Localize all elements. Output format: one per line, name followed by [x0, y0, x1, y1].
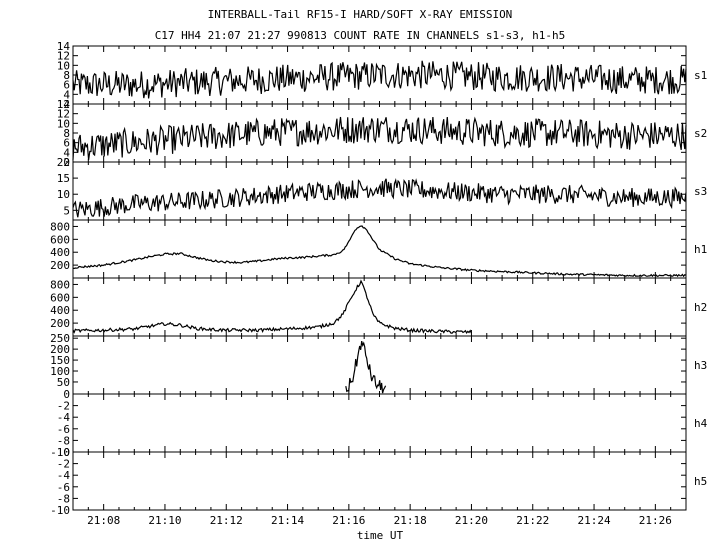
y-tick-label: -10	[50, 446, 70, 459]
y-tick-label: 6	[63, 79, 70, 92]
chart-subtitle: C17 HH4 21:07 21:27 990813 COUNT RATE IN…	[154, 29, 566, 42]
y-tick-label: 4	[63, 146, 70, 159]
y-tick-label: -8	[57, 434, 70, 447]
y-tick-label: 15	[57, 172, 70, 185]
channel-label-s1: s1	[694, 69, 707, 82]
channel-label-s2: s2	[694, 127, 707, 140]
y-tick-label: 800	[50, 278, 70, 291]
x-tick-label: 21:12	[210, 514, 243, 527]
y-tick-label: 2	[63, 156, 70, 169]
y-tick-label: 8	[63, 69, 70, 82]
x-axis-label: time UT	[356, 529, 404, 542]
panel-frame-h3	[72, 335, 687, 395]
y-tick-label: -8	[57, 492, 70, 505]
y-tick-label: 50	[57, 376, 70, 389]
y-tick-label: -10	[50, 504, 70, 517]
y-tick-label: 20	[57, 156, 70, 169]
channel-label-s3: s3	[694, 185, 707, 198]
y-tick-label: -2	[57, 400, 70, 413]
y-tick-label: 600	[50, 233, 70, 246]
chart-title: INTERBALL-Tail RF15-I HARD/SOFT X-RAY EM…	[207, 8, 513, 21]
x-tick-label: 21:26	[639, 514, 672, 527]
y-tick-label: 200	[50, 317, 70, 330]
x-tick-label: 21:22	[516, 514, 549, 527]
y-tick-label: 150	[50, 354, 70, 367]
y-tick-label: 600	[50, 291, 70, 304]
y-tick-label: -2	[57, 458, 70, 471]
series-h3	[345, 340, 387, 394]
panel-frame-h4	[72, 393, 687, 453]
panel-frame-h2	[72, 277, 687, 337]
y-tick-label: 14	[57, 98, 71, 111]
channel-label-h5: h5	[694, 475, 707, 488]
y-tick-label: 400	[50, 246, 70, 259]
x-tick-label: 21:10	[148, 514, 181, 527]
y-tick-label: 400	[50, 304, 70, 317]
y-tick-label: 10	[57, 188, 70, 201]
y-tick-label: 12	[57, 108, 70, 121]
x-tick-label: 21:14	[271, 514, 304, 527]
channel-label-h4: h4	[694, 417, 708, 430]
panel-frame-s1	[72, 45, 687, 105]
y-tick-label: 10	[57, 117, 70, 130]
series-s3	[72, 177, 687, 218]
channel-label-h1: h1	[694, 243, 707, 256]
y-tick-label: -6	[57, 423, 70, 436]
y-tick-label: 6	[63, 137, 70, 150]
x-tick-label: 21:20	[455, 514, 488, 527]
y-tick-label: 200	[50, 259, 70, 272]
y-tick-label: 0	[63, 388, 70, 401]
series-s1	[72, 60, 687, 99]
x-tick-label: 21:08	[87, 514, 120, 527]
y-tick-label: 4	[63, 88, 70, 101]
x-tick-label: 21:18	[394, 514, 427, 527]
x-tick-label: 21:24	[577, 514, 610, 527]
y-tick-label: -4	[57, 469, 71, 482]
y-tick-label: -4	[57, 411, 71, 424]
series-h2	[72, 279, 472, 334]
y-tick-label: 0	[63, 446, 70, 459]
y-tick-label: 800	[50, 220, 70, 233]
series-s2	[72, 116, 687, 161]
y-tick-label: 100	[50, 365, 70, 378]
y-tick-label: 14	[57, 40, 71, 53]
y-tick-label: 5	[63, 204, 70, 217]
x-tick-label: 21:16	[332, 514, 365, 527]
channel-label-h3: h3	[694, 359, 707, 372]
series-h1	[73, 225, 687, 278]
y-tick-label: 12	[57, 50, 70, 63]
y-tick-label: 2	[63, 98, 70, 111]
panel-frame-h5	[72, 451, 687, 511]
channel-label-h2: h2	[694, 301, 707, 314]
y-tick-label: 200	[50, 343, 70, 356]
y-tick-label: -6	[57, 481, 70, 494]
y-tick-label: 8	[63, 127, 70, 140]
y-tick-label: 250	[50, 332, 70, 345]
panel-frame-s3	[72, 161, 687, 221]
y-tick-label: 10	[57, 59, 70, 72]
